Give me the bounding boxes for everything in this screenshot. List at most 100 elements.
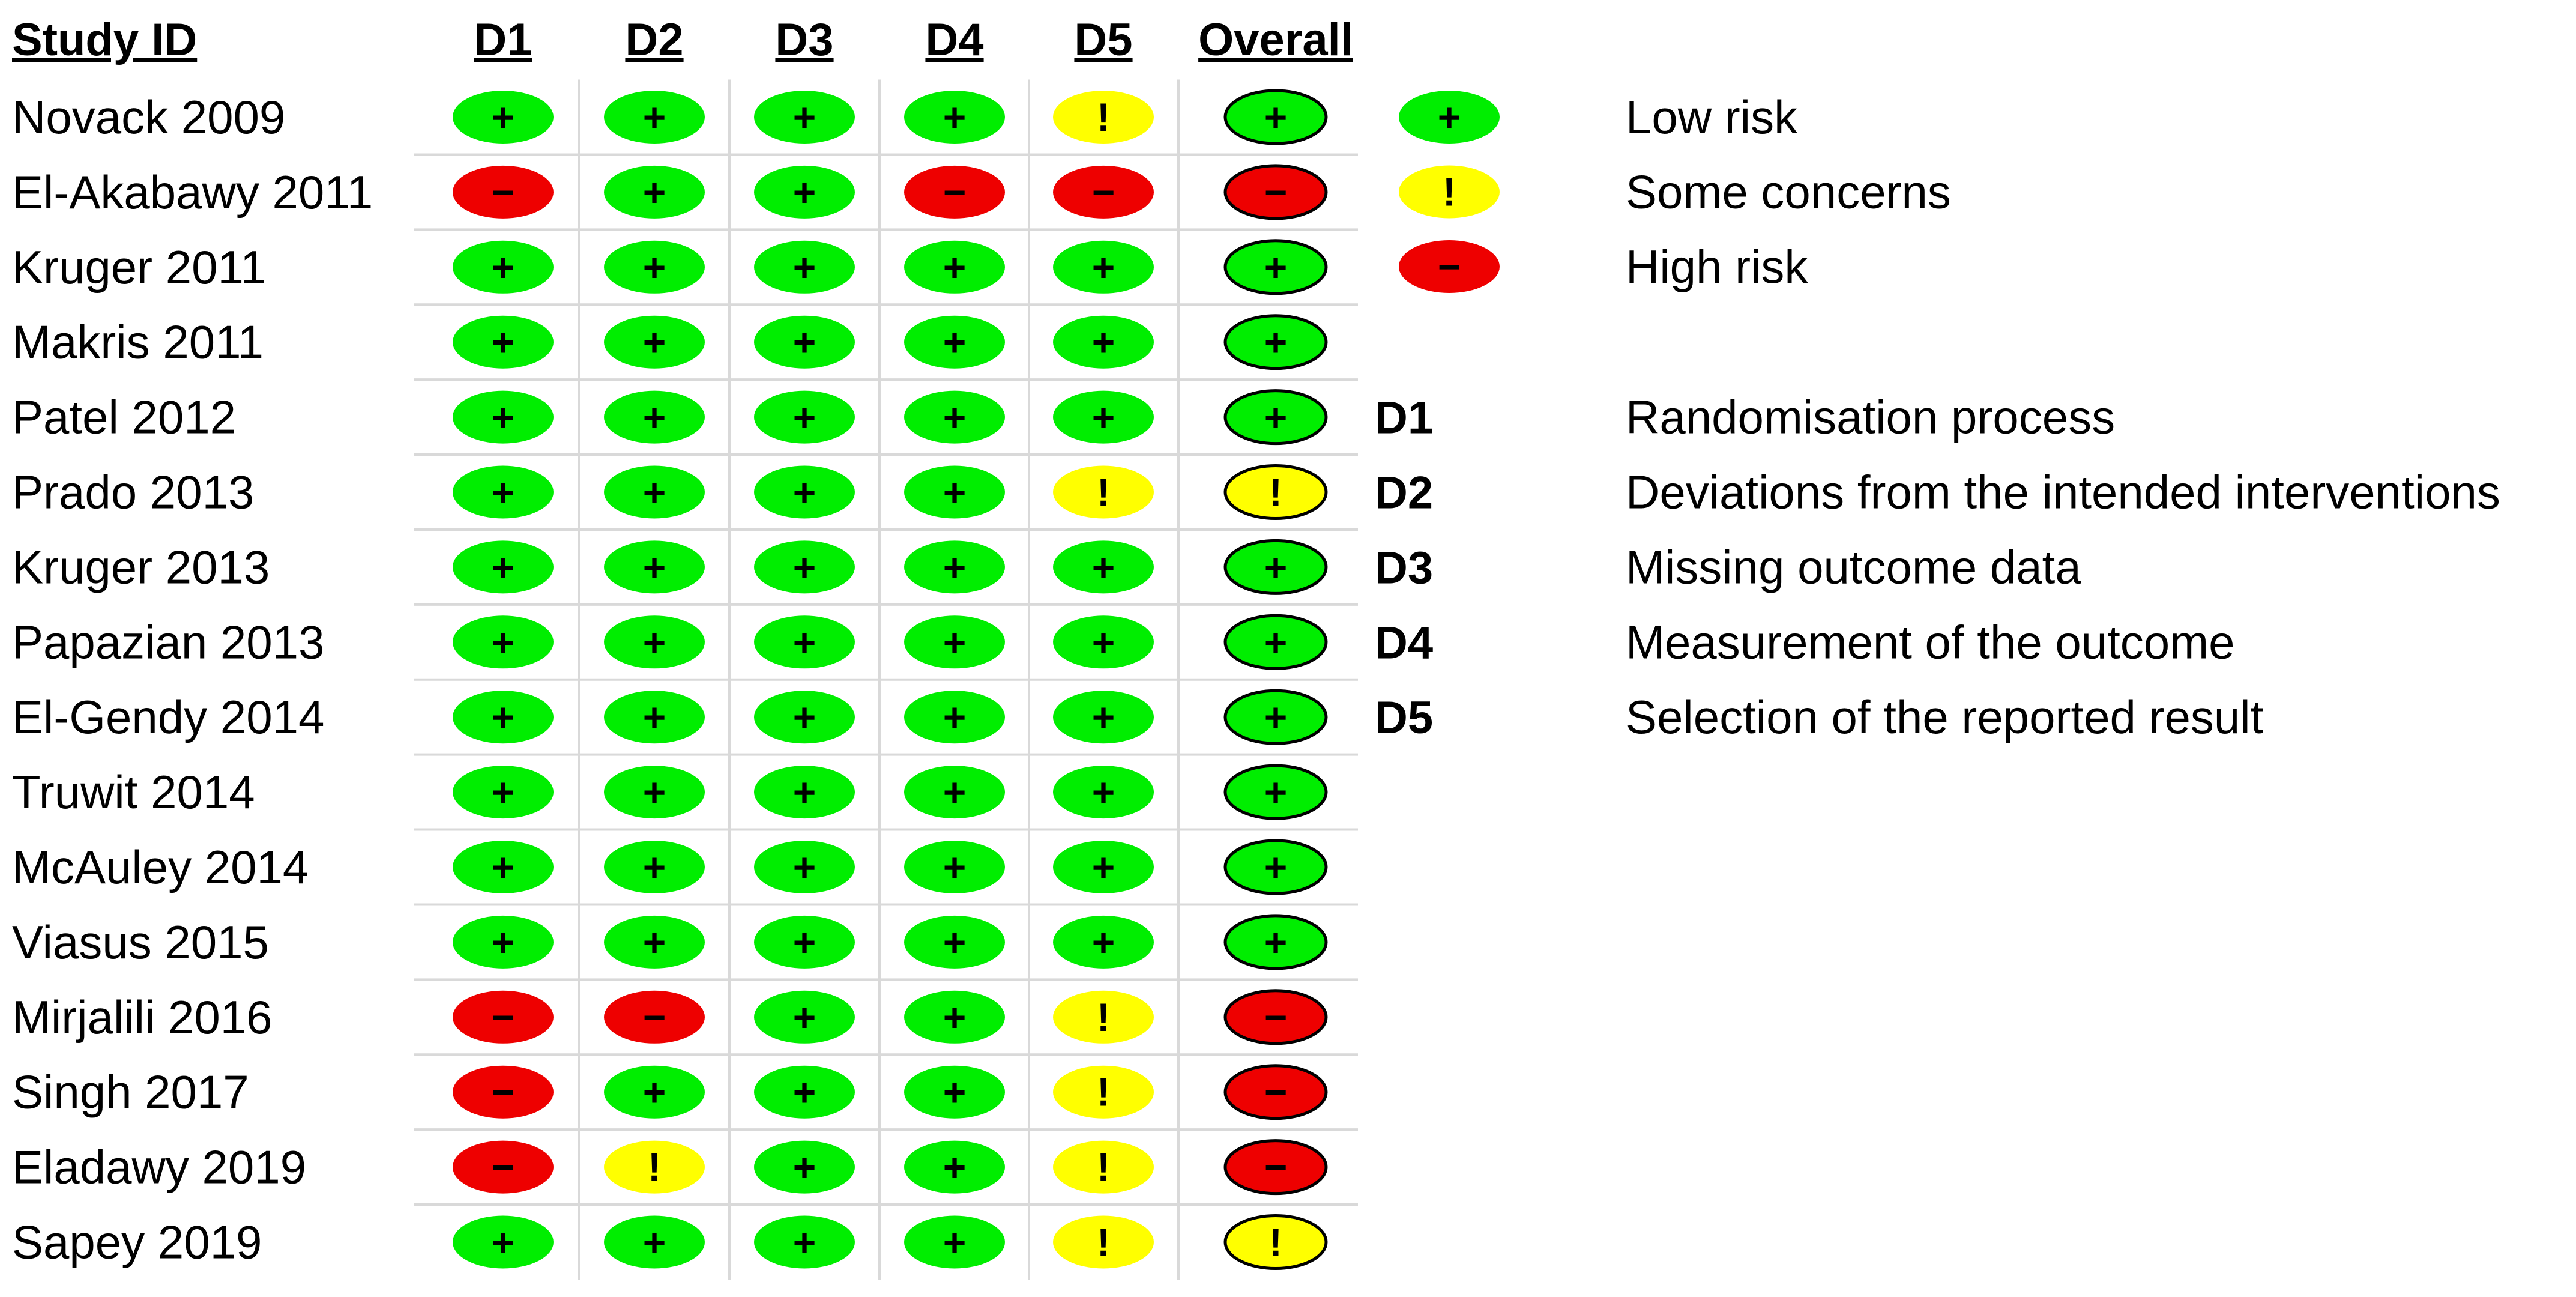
domain-rating-low-symbol: + <box>492 320 515 364</box>
legend-label: Some concerns <box>1626 166 1951 219</box>
domain-rating-low-symbol: + <box>492 245 515 289</box>
domain-rating-low-ellipse <box>754 540 855 594</box>
table-row: Eladawy 2019 −! + +! − <box>12 1139 1328 1196</box>
legend-low-symbol: + <box>1438 95 1461 139</box>
column-header-d5: D5 <box>1074 14 1132 65</box>
overall-rating-high-symbol: − <box>1264 995 1288 1039</box>
domain-rating-low-symbol: + <box>793 770 816 814</box>
legend-entry-high: − High risk <box>1399 240 1808 293</box>
domain-rating-low-ellipse <box>604 240 705 294</box>
domain-rating-low-symbol: + <box>793 920 816 964</box>
domain-rating-low-symbol: + <box>793 245 816 289</box>
domain-rating-some-ellipse <box>1053 1215 1154 1269</box>
table-row: Sapey 2019 + + + +!! <box>12 1214 1328 1270</box>
overall-rating-low-ellipse <box>1223 314 1328 370</box>
domain-label: Selection of the reported result <box>1626 691 2264 743</box>
domain-rating-low-symbol: + <box>1092 920 1115 964</box>
legend: + Low risk! Some concerns − High risk D1 Rando… <box>1375 91 2500 743</box>
domain-rating-high-symbol: − <box>492 995 515 1039</box>
study-label: Mirjalili 2016 <box>12 991 273 1044</box>
column-header-d3: D3 <box>775 14 833 65</box>
domain-code: D1 <box>1375 393 1433 444</box>
domain-rating-low-ellipse <box>754 390 855 444</box>
domain-rating-low-ellipse <box>904 691 1005 744</box>
domain-rating-low-ellipse <box>754 465 855 519</box>
study-label: Papazian 2013 <box>12 615 324 668</box>
domain-rating-low-symbol: + <box>492 470 515 515</box>
domain-rating-high-ellipse <box>453 990 554 1044</box>
table-row: Papazian 2013 + + + + + + <box>12 614 1328 670</box>
domain-rating-low-ellipse <box>904 91 1005 144</box>
domain-rating-low-ellipse <box>904 240 1005 294</box>
domain-rating-low-ellipse <box>1053 615 1154 669</box>
domain-rating-low-ellipse <box>604 1065 705 1119</box>
domain-rating-some-symbol: ! <box>1097 1070 1110 1114</box>
domain-rating-low-ellipse <box>1053 691 1154 744</box>
domain-label: Measurement of the outcome <box>1626 615 2235 668</box>
domain-rating-low-symbol: + <box>1092 695 1115 739</box>
overall-rating-low-symbol: + <box>1264 245 1288 289</box>
domain-definition-d1: D1 Randomisation process <box>1375 391 2115 444</box>
domain-rating-low-ellipse <box>904 990 1005 1044</box>
domain-rating-low-symbol: + <box>492 695 515 739</box>
domain-rating-low-symbol: + <box>793 95 816 139</box>
domain-rating-low-ellipse <box>453 315 554 369</box>
domain-rating-low-ellipse <box>1053 315 1154 369</box>
overall-rating-high-ellipse <box>1223 989 1328 1045</box>
domain-rating-some-ellipse <box>1053 990 1154 1044</box>
table-row: Singh 2017 − + + +! − <box>12 1064 1328 1120</box>
domain-rating-low-symbol: + <box>492 770 515 814</box>
domain-rating-some-symbol: ! <box>1097 1145 1110 1190</box>
domain-code: D5 <box>1375 692 1433 743</box>
table-row: Kruger 2013 + + + + + + <box>12 539 1328 595</box>
domain-rating-low-symbol: + <box>793 620 816 664</box>
domain-rating-low-ellipse <box>754 990 855 1044</box>
domain-rating-low-ellipse <box>604 315 705 369</box>
study-label: Makris 2011 <box>12 316 264 369</box>
domain-rating-low-ellipse <box>453 390 554 444</box>
overall-rating-low-ellipse <box>1223 839 1328 895</box>
overall-rating-low-symbol: + <box>1264 545 1288 589</box>
domain-rating-low-ellipse <box>904 390 1005 444</box>
overall-rating-low-ellipse <box>1223 914 1328 970</box>
overall-rating-low-symbol: + <box>1264 920 1288 964</box>
domain-rating-low-symbol: + <box>1092 320 1115 364</box>
domain-rating-low-ellipse <box>604 1215 705 1269</box>
domain-rating-low-ellipse <box>604 691 705 744</box>
table-row: Prado 2013 + + + +!! <box>12 464 1328 520</box>
domain-rating-low-ellipse <box>453 1215 554 1269</box>
domain-rating-low-ellipse <box>754 1065 855 1119</box>
domain-label: Randomisation process <box>1626 391 2115 444</box>
domain-rating-high-ellipse <box>604 990 705 1044</box>
domain-rating-low-symbol: + <box>943 470 967 515</box>
domain-rating-low-symbol: + <box>943 770 967 814</box>
overall-rating-high-ellipse <box>1223 164 1328 220</box>
domain-rating-low-ellipse <box>1053 766 1154 819</box>
domain-rating-some-symbol: ! <box>1097 95 1110 139</box>
domain-rating-low-symbol: + <box>643 170 666 214</box>
domain-rating-low-symbol: + <box>943 320 967 364</box>
domain-rating-low-symbol: + <box>492 95 515 139</box>
domain-rating-low-symbol: + <box>643 1070 666 1114</box>
domain-rating-low-symbol: + <box>1092 245 1115 289</box>
domain-rating-low-ellipse <box>604 390 705 444</box>
study-label: Singh 2017 <box>12 1066 249 1119</box>
domain-rating-low-ellipse <box>754 315 855 369</box>
domain-rating-low-ellipse <box>904 1065 1005 1119</box>
domain-rating-some-ellipse <box>1053 465 1154 519</box>
legend-entry-some: ! Some concerns <box>1399 165 1951 219</box>
domain-rating-low-symbol: + <box>793 1070 816 1114</box>
overall-rating-low-symbol: + <box>1264 695 1288 739</box>
domain-rating-low-symbol: + <box>943 545 967 589</box>
domain-rating-low-ellipse <box>904 615 1005 669</box>
study-label: Prado 2013 <box>12 466 254 519</box>
table-row: Kruger 2011 + + + + + + <box>12 239 1328 295</box>
overall-rating-low-symbol: + <box>1264 395 1288 440</box>
legend-high-symbol: − <box>1438 244 1461 289</box>
column-header-d1: D1 <box>474 14 532 65</box>
domain-rating-low-ellipse <box>904 315 1005 369</box>
domain-definition-d4: D4 Measurement of the outcome <box>1375 615 2235 668</box>
domain-rating-some-symbol: ! <box>1097 470 1110 515</box>
domain-code: D4 <box>1375 617 1433 668</box>
